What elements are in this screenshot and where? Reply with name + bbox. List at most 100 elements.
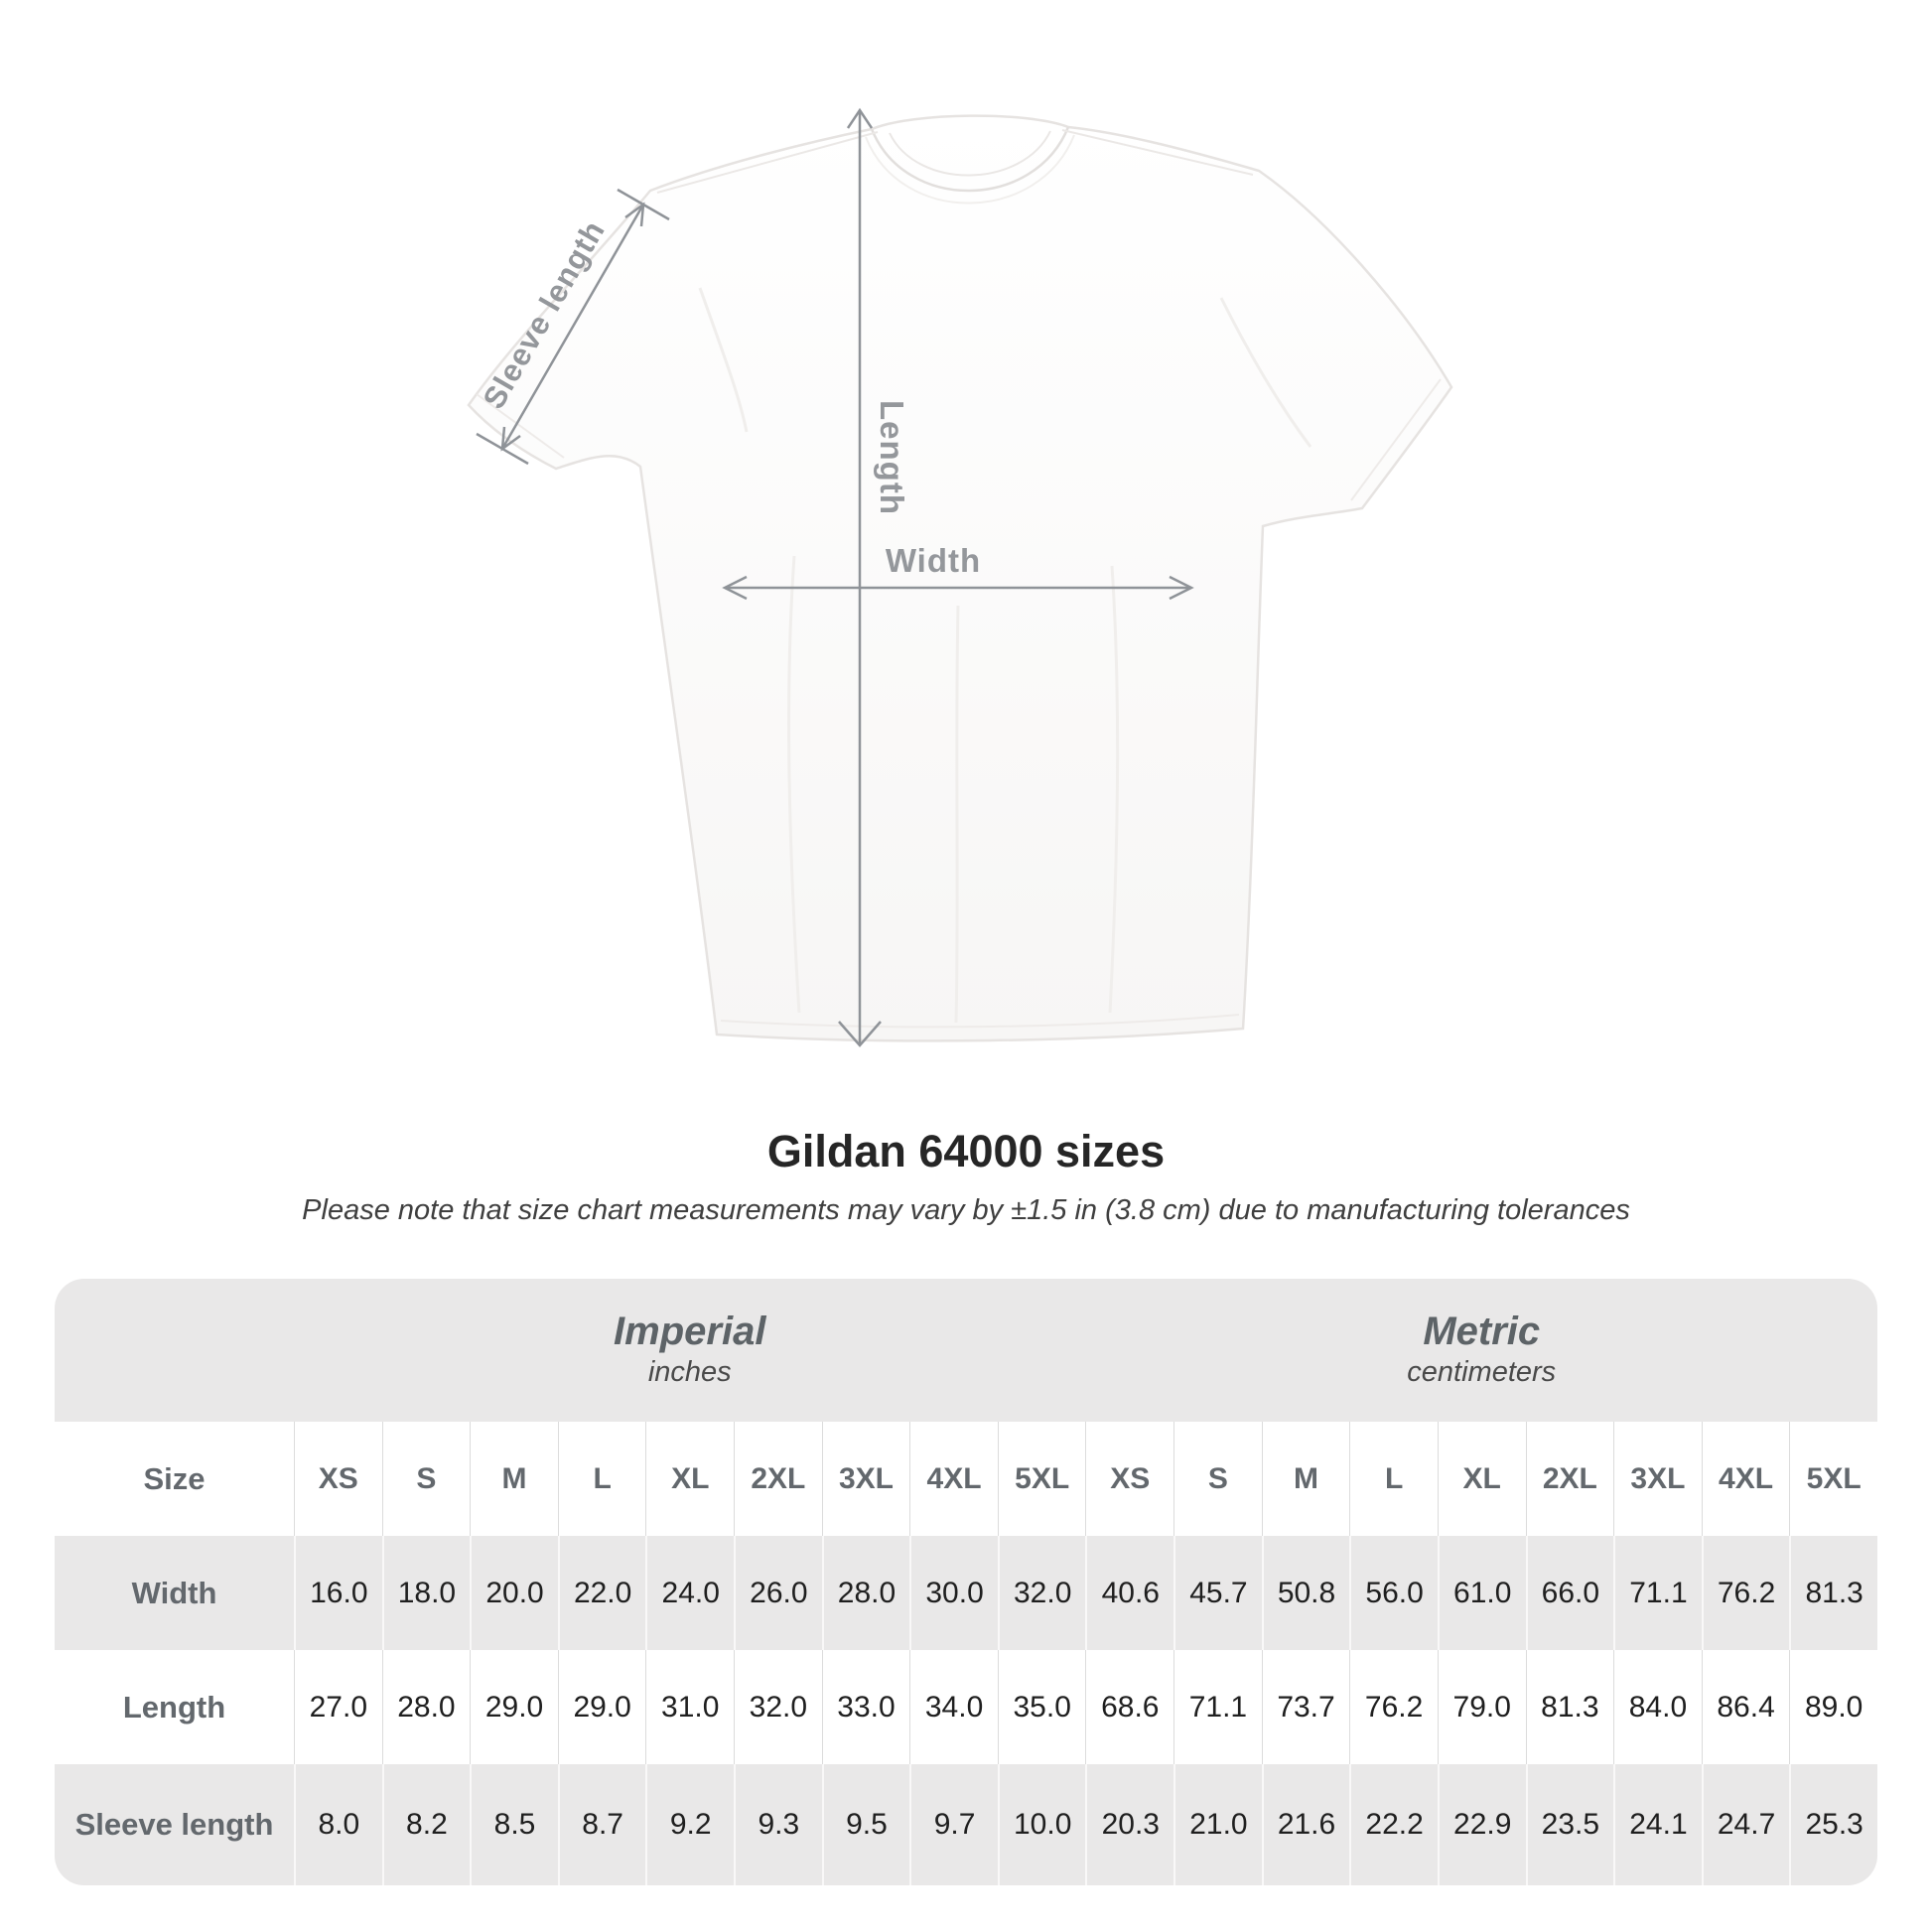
sleeve-length-arrow <box>476 188 670 466</box>
size-header-cell: 4XL <box>1701 1422 1790 1536</box>
size-header-row: Size XS S M L XL 2XL 3XL 4XL 5XL XS S M L XL 2XL 3XL 4XL… <box>55 1422 1877 1536</box>
width-value-cell: 66.0 <box>1525 1536 1614 1650</box>
width-value-cell: 40.6 <box>1085 1536 1173 1650</box>
length-value-cell: 31.0 <box>645 1650 734 1764</box>
length-value-cell: 34.0 <box>909 1650 998 1764</box>
metric-label: Metric <box>1423 1310 1541 1354</box>
size-header-cell: XL <box>1437 1422 1526 1536</box>
size-table: Imperial inches Metric centimeters Size … <box>55 1279 1877 1885</box>
sleeve-length-value-cell: 21.0 <box>1173 1764 1262 1885</box>
size-header-cell: S <box>381 1422 471 1536</box>
sleeve-length-value-cell: 20.3 <box>1085 1764 1173 1885</box>
length-value-cell: 76.2 <box>1349 1650 1438 1764</box>
size-header-cell: 2XL <box>734 1422 822 1536</box>
width-value-cell: 71.1 <box>1613 1536 1702 1650</box>
length-value-cell: 29.0 <box>557 1650 646 1764</box>
size-header-cell: XS <box>294 1422 382 1536</box>
width-value-cells: 16.0 18.0 20.0 22.0 24.0 26.0 28.0 30.0 32.0 40.6… <box>294 1536 1877 1650</box>
sleeve-length-value-cell: 22.2 <box>1349 1764 1438 1885</box>
width-value-cell: 26.0 <box>734 1536 822 1650</box>
imperial-unit-label: inches <box>647 1356 732 1389</box>
width-value-cell: 24.0 <box>645 1536 734 1650</box>
row-label-width: Width <box>131 1575 217 1610</box>
sleeve-length-value-cell: 9.2 <box>645 1764 734 1885</box>
sleeve-length-value-cell: 22.9 <box>1437 1764 1526 1885</box>
unit-header-row: Imperial inches Metric centimeters <box>55 1279 1877 1422</box>
width-value-cell: 30.0 <box>909 1536 998 1650</box>
imperial-header: Imperial inches <box>294 1279 1086 1422</box>
width-value-cell: 45.7 <box>1173 1536 1262 1650</box>
sleeve-length-value-cell: 24.1 <box>1613 1764 1702 1885</box>
width-value-cell: 32.0 <box>997 1536 1086 1650</box>
length-dimension-label: Length <box>874 400 910 515</box>
length-value-cell: 33.0 <box>821 1650 910 1764</box>
length-value-cell: 32.0 <box>734 1650 822 1764</box>
size-header-cell: S <box>1173 1422 1262 1536</box>
length-value-cells: 27.0 28.0 29.0 29.0 31.0 32.0 33.0 34.0 35.0 68.6… <box>294 1650 1877 1764</box>
row-label-sleeve-length: Sleeve length <box>74 1807 274 1842</box>
length-value-cell: 89.0 <box>1789 1650 1877 1764</box>
sleeve-length-value-cell: 9.7 <box>909 1764 998 1885</box>
length-value-cell: 28.0 <box>381 1650 471 1764</box>
width-value-cell: 22.0 <box>557 1536 646 1650</box>
metric-header: Metric centimeters <box>1086 1279 1878 1422</box>
size-header-cell: 5XL <box>997 1422 1086 1536</box>
size-header-cell: L <box>1349 1422 1438 1536</box>
row-label-length: Length <box>122 1689 226 1725</box>
size-header-cell: 3XL <box>1613 1422 1702 1536</box>
size-header-cell: 4XL <box>909 1422 998 1536</box>
length-value-cell: 35.0 <box>997 1650 1086 1764</box>
width-value-cell: 16.0 <box>294 1536 382 1650</box>
width-value-cell: 81.3 <box>1789 1536 1877 1650</box>
page-title: Gildan 64000 sizes <box>766 1126 1166 1176</box>
imperial-label: Imperial <box>614 1310 766 1354</box>
width-arrow <box>722 575 1194 601</box>
width-value-cell: 50.8 <box>1261 1536 1350 1650</box>
width-dimension-label: Width <box>885 542 982 579</box>
width-value-cell: 61.0 <box>1437 1536 1526 1650</box>
sleeve-length-value-cell: 10.0 <box>997 1764 1086 1885</box>
sleeve-length-value-cell: 9.5 <box>821 1764 910 1885</box>
length-value-cell: 68.6 <box>1085 1650 1173 1764</box>
stitching <box>476 378 1442 1029</box>
size-header-cell: XL <box>645 1422 734 1536</box>
sleeve-length-value-cell: 25.3 <box>1789 1764 1877 1885</box>
size-header-cell: M <box>470 1422 558 1536</box>
sleeve-length-value-cell: 8.7 <box>557 1764 646 1885</box>
length-value-cell: 29.0 <box>470 1650 558 1764</box>
shoulder-seams <box>656 129 1254 194</box>
sleeve-length-value-cell: 8.5 <box>470 1764 558 1885</box>
length-arrow <box>838 107 882 1047</box>
size-header-cell: M <box>1261 1422 1350 1536</box>
fabric-folds <box>698 287 1312 1024</box>
size-header-cell: XS <box>1085 1422 1173 1536</box>
sleeve-length-value-cell: 8.2 <box>381 1764 471 1885</box>
length-value-cell: 79.0 <box>1437 1650 1526 1764</box>
length-value-cell: 27.0 <box>294 1650 382 1764</box>
metric-unit-label: centimeters <box>1407 1356 1557 1389</box>
length-value-cell: 81.3 <box>1525 1650 1614 1764</box>
size-column-title: Size <box>143 1460 206 1496</box>
unit-header-spacer <box>55 1279 294 1422</box>
sleeve-length-value-cell: 24.7 <box>1701 1764 1790 1885</box>
collar <box>865 126 1075 205</box>
length-value-cell: 73.7 <box>1261 1650 1350 1764</box>
sleeve-length-value-cell: 21.6 <box>1261 1764 1350 1885</box>
width-value-cell: 20.0 <box>470 1536 558 1650</box>
size-header-cell: 3XL <box>821 1422 910 1536</box>
table-row-width: Width 16.0 18.0 20.0 22.0 24.0 26.0 28.0 30.0 32… <box>55 1536 1877 1650</box>
sleeve-length-value-cell: 8.0 <box>294 1764 382 1885</box>
size-header-cell: L <box>557 1422 646 1536</box>
table-row-length: Length 27.0 28.0 29.0 29.0 31.0 32.0 33.0 34.0 3… <box>55 1650 1877 1764</box>
width-value-cell: 28.0 <box>821 1536 910 1650</box>
tolerance-note: Please note that size chart measurements… <box>302 1194 1630 1226</box>
length-value-cell: 71.1 <box>1173 1650 1262 1764</box>
size-header-cell: 5XL <box>1789 1422 1877 1536</box>
length-value-cell: 84.0 <box>1613 1650 1702 1764</box>
width-value-cell: 76.2 <box>1701 1536 1790 1650</box>
sleeve-length-value-cell: 23.5 <box>1525 1764 1614 1885</box>
width-value-cell: 18.0 <box>381 1536 471 1650</box>
length-value-cell: 86.4 <box>1701 1650 1790 1764</box>
